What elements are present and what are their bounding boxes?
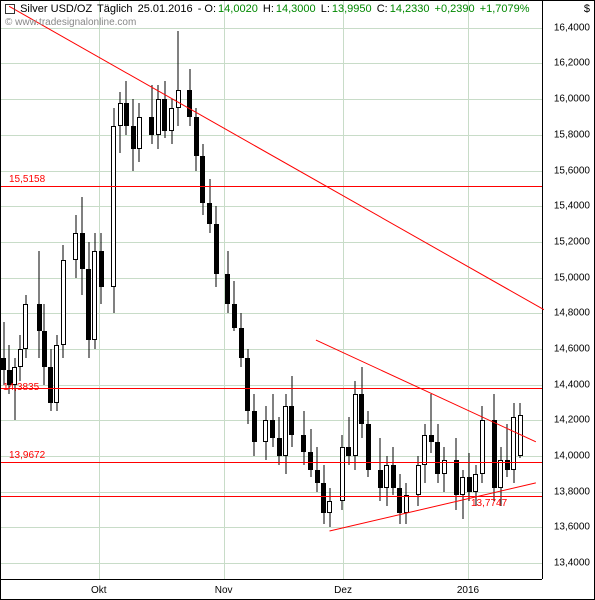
y-tick-label: 15,6000 xyxy=(554,165,590,176)
x-tick-label: Okt xyxy=(91,585,107,596)
low-value: 13,9950 xyxy=(332,3,372,15)
pct-value: +1,7079% xyxy=(480,3,530,15)
y-tick-label: 16,0000 xyxy=(554,94,590,105)
candlestick-icon xyxy=(5,4,15,14)
y-tick-label: 14,0000 xyxy=(554,451,590,462)
y-tick-label: 13,6000 xyxy=(554,522,590,533)
date-label: 25.01.2016 xyxy=(138,3,193,15)
open-value: 14,0020 xyxy=(218,3,258,15)
y-tick-label: 15,0000 xyxy=(554,272,590,283)
symbol-label: Silver USD/OZ xyxy=(20,3,92,15)
chart-container: Silver USD/OZ Täglich 25.01.2016 - O:14,… xyxy=(0,0,595,600)
y-tick-label: 14,8000 xyxy=(554,308,590,319)
y-tick-label: 16,4000 xyxy=(554,22,590,33)
x-axis: Okt Nov Dez 2016 xyxy=(1,579,542,599)
timeframe-label: Täglich xyxy=(97,3,132,15)
y-tick-label: 15,4000 xyxy=(554,201,590,212)
y-tick-label: 16,2000 xyxy=(554,58,590,69)
close-value: 14,2330 xyxy=(390,3,430,15)
trendline xyxy=(316,340,536,442)
hline-label: 14,3835 xyxy=(3,382,39,393)
trendline xyxy=(9,6,544,309)
watermark-text: © www.tradesignalonline.com xyxy=(5,17,136,28)
y-axis: $ 13,4000 13,6000 13,8000 14,0000 14,2000 14,… xyxy=(542,1,594,579)
hline-label: 13,7747 xyxy=(471,498,507,509)
y-tick-label: 15,2000 xyxy=(554,236,590,247)
high-value: 14,3000 xyxy=(276,3,316,15)
y-tick-label: 14,6000 xyxy=(554,344,590,355)
trendlines-layer xyxy=(1,1,544,581)
chart-header: Silver USD/OZ Täglich 25.01.2016 - O:14,… xyxy=(5,3,532,15)
y-tick-label: 14,4000 xyxy=(554,379,590,390)
x-tick-label: 2016 xyxy=(457,585,479,596)
hline-label: 15,5158 xyxy=(9,174,45,185)
chart-plot-area[interactable]: 15,5158 14,3835 13,9672 13,7747 xyxy=(1,1,542,579)
y-tick-label: 14,2000 xyxy=(554,415,590,426)
y-tick-label: 13,4000 xyxy=(554,558,590,569)
hline-label: 13,9672 xyxy=(9,450,45,461)
x-tick-label: Nov xyxy=(215,585,233,596)
x-tick-label: Dez xyxy=(334,585,352,596)
y-tick-label: 15,8000 xyxy=(554,129,590,140)
currency-label: $ xyxy=(584,3,590,15)
change-value: +0,2390 xyxy=(435,3,475,15)
y-tick-label: 13,8000 xyxy=(554,486,590,497)
